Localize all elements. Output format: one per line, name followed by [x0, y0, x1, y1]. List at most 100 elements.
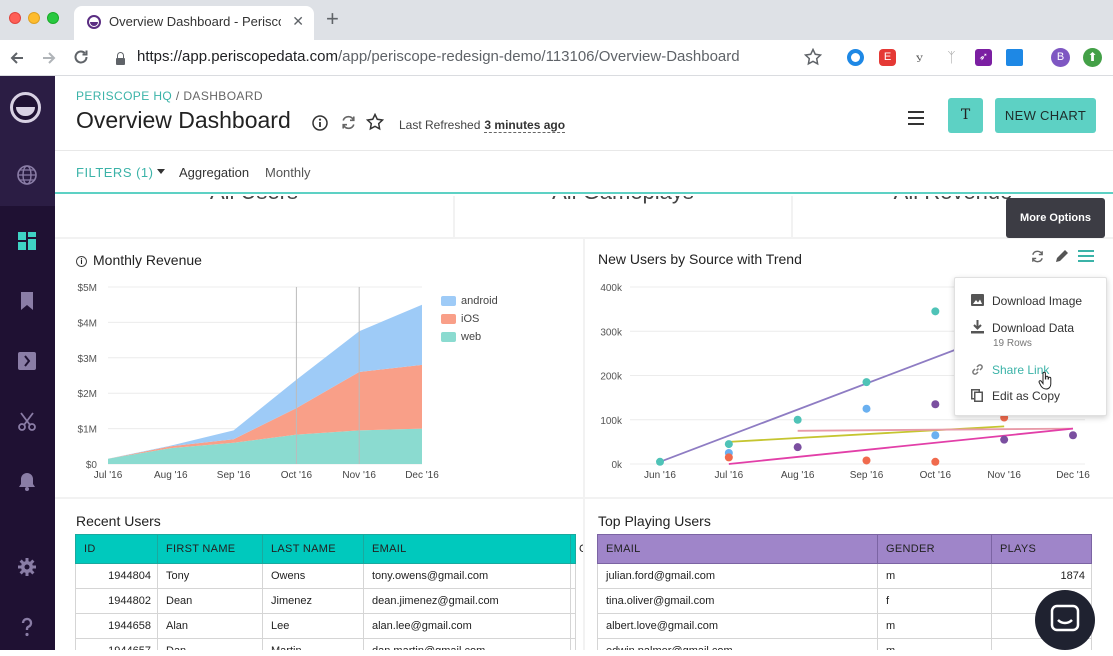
- download-icon: [971, 320, 984, 334]
- x-tick-label: Dec '16: [1056, 470, 1090, 481]
- top-users-widget[interactable]: Top Playing Users EMAIL GENDER PLAYS jul…: [585, 499, 1113, 650]
- aggregation-select[interactable]: Monthly: [265, 165, 311, 180]
- legend-item-android[interactable]: android: [441, 295, 498, 307]
- menu-item-download-data[interactable]: Download Data 19 Rows: [955, 319, 1108, 353]
- cell-email: tina.oliver@gmail.com: [597, 588, 878, 614]
- text-widget-button[interactable]: T: [948, 98, 983, 133]
- menu-item-edit-as-copy[interactable]: Edit as Copy: [955, 387, 1108, 409]
- extension-rocket-icon[interactable]: ➶: [975, 49, 992, 66]
- menu-item-label: Share Link: [992, 363, 1050, 377]
- column-header[interactable]: ID: [75, 534, 158, 564]
- x-tick-label: Jul '16: [94, 470, 123, 481]
- sidebar-item-settings[interactable]: [0, 538, 55, 596]
- table-header-row: ID FIRST NAME LAST NAME EMAIL C: [75, 534, 583, 564]
- kpi-card-gameplays[interactable]: All Gameplays: [455, 196, 791, 237]
- sidebar-item-help[interactable]: [0, 598, 55, 656]
- new-tab-button[interactable]: +: [326, 6, 339, 31]
- area-series-web: [108, 428, 422, 464]
- sidebar-item-dashboards[interactable]: [0, 212, 55, 270]
- recent-users-widget[interactable]: Recent Users ID FIRST NAME LAST NAME EMA…: [55, 499, 583, 650]
- filters-caret-icon[interactable]: [157, 169, 165, 174]
- table-row: tina.oliver@gmail.com f: [597, 588, 1092, 614]
- legend-swatch: [441, 332, 456, 342]
- forward-arrow-icon[interactable]: [40, 49, 58, 67]
- profile-avatar[interactable]: B: [1051, 48, 1070, 67]
- chat-launcher-button[interactable]: [1035, 590, 1095, 650]
- update-arrow-icon[interactable]: ⬆: [1083, 48, 1102, 67]
- info-icon[interactable]: [312, 115, 328, 131]
- close-window-button[interactable]: [9, 12, 21, 24]
- favorite-star-icon[interactable]: [366, 113, 384, 131]
- column-header[interactable]: EMAIL: [597, 534, 878, 564]
- refresh-icon[interactable]: [340, 114, 357, 131]
- menu-item-download-image[interactable]: Download Image: [955, 292, 1108, 314]
- kpi-card-users[interactable]: All Users: [55, 196, 453, 237]
- edit-pencil-icon[interactable]: [1054, 249, 1069, 264]
- gear-icon: [18, 558, 36, 576]
- zoom-window-button[interactable]: [47, 12, 59, 24]
- table-row: albert.love@gmail.com m: [597, 613, 1092, 639]
- scissors-icon: [18, 412, 36, 431]
- monthly-revenue-chart: $0 $1M $2M $3M $4M $5M Jul '16 Aug '16 Sep '16 Oc…: [78, 283, 440, 481]
- monthly-revenue-widget[interactable]: i Monthly Revenue $0 $1M $2M $3M $4M $5M Jul '1…: [55, 239, 583, 497]
- sidebar-item-sql[interactable]: [0, 332, 55, 390]
- column-header[interactable]: C: [570, 534, 583, 564]
- legend-item-ios[interactable]: iOS: [441, 313, 479, 325]
- sidebar-item-bookmarks[interactable]: [0, 272, 55, 330]
- extension-e-icon[interactable]: E: [879, 49, 896, 66]
- extension-figure-icon[interactable]: ᛉ: [947, 49, 956, 65]
- sidebar-item-explore[interactable]: [0, 146, 55, 206]
- back-arrow-icon[interactable]: [8, 49, 26, 67]
- minimize-window-button[interactable]: [28, 12, 40, 24]
- breadcrumb-org-link[interactable]: PERISCOPE HQ: [76, 89, 173, 103]
- tab-title: Overview Dashboard - Periscope Data: [109, 14, 281, 29]
- menu-item-share-link[interactable]: Share Link: [955, 361, 1108, 390]
- y-tick-label: $3M: [78, 354, 97, 365]
- x-tick-label: Sep '16: [217, 470, 251, 481]
- cell-id: 1944657: [75, 638, 158, 650]
- dashboard-menu-icon[interactable]: [908, 111, 924, 125]
- browser-tab[interactable]: Overview Dashboard - Periscope Data ✕: [74, 6, 314, 40]
- chat-bubble-icon: [1050, 604, 1080, 632]
- aggregation-label: Aggregation: [179, 165, 250, 180]
- sidebar-logo-area[interactable]: [0, 76, 55, 146]
- info-icon[interactable]: i: [76, 256, 87, 267]
- scatter-point: [862, 378, 871, 387]
- extension-o-icon[interactable]: [847, 49, 864, 66]
- extension-bird-icon[interactable]: ꭹ: [916, 49, 923, 65]
- column-header[interactable]: FIRST NAME: [157, 534, 263, 564]
- more-options-icon[interactable]: [1078, 249, 1094, 263]
- menu-item-label: Download Image: [992, 294, 1083, 308]
- url-field[interactable]: https://app.periscopedata.com/app/perisc…: [137, 48, 740, 65]
- legend-label: android: [461, 295, 498, 307]
- menu-item-sublabel: 19 Rows: [993, 338, 1032, 349]
- last-refreshed-value[interactable]: 3 minutes ago: [484, 118, 566, 133]
- breadcrumb-section: DASHBOARD: [183, 89, 263, 103]
- new-chart-button[interactable]: NEW CHART: [995, 98, 1096, 133]
- scatter-point: [793, 415, 802, 424]
- y-tick-label: 200k: [600, 372, 623, 383]
- sidebar-item-alerts[interactable]: [0, 452, 55, 510]
- column-header[interactable]: LAST NAME: [262, 534, 364, 564]
- bookmark-star-icon[interactable]: [804, 48, 822, 66]
- column-header[interactable]: EMAIL: [363, 534, 571, 564]
- trend-line: [797, 427, 1074, 432]
- trend-line: [659, 330, 1005, 463]
- legend-item-web[interactable]: web: [441, 331, 481, 343]
- table-header-row: EMAIL GENDER PLAYS: [597, 534, 1092, 564]
- column-header[interactable]: PLAYS: [991, 534, 1092, 564]
- tab-close-icon[interactable]: ✕: [292, 13, 304, 29]
- reload-icon[interactable]: [72, 48, 90, 66]
- filters-toggle[interactable]: FILTERS (1): [76, 165, 154, 180]
- column-header[interactable]: GENDER: [877, 534, 992, 564]
- scatter-point: [931, 431, 940, 440]
- widget-refresh-icon[interactable]: [1030, 249, 1045, 264]
- periscope-logo-icon: [10, 92, 41, 123]
- menu-item-label: Download Data: [992, 321, 1075, 335]
- widget-title: i Monthly Revenue: [76, 252, 202, 268]
- cell-id: 1944804: [75, 563, 158, 589]
- extension-chat-icon[interactable]: [1006, 49, 1023, 66]
- sidebar-item-snippets[interactable]: [0, 392, 55, 450]
- y-tick-label: $5M: [78, 283, 97, 294]
- url-host: https://app.periscopedata.com: [137, 48, 338, 65]
